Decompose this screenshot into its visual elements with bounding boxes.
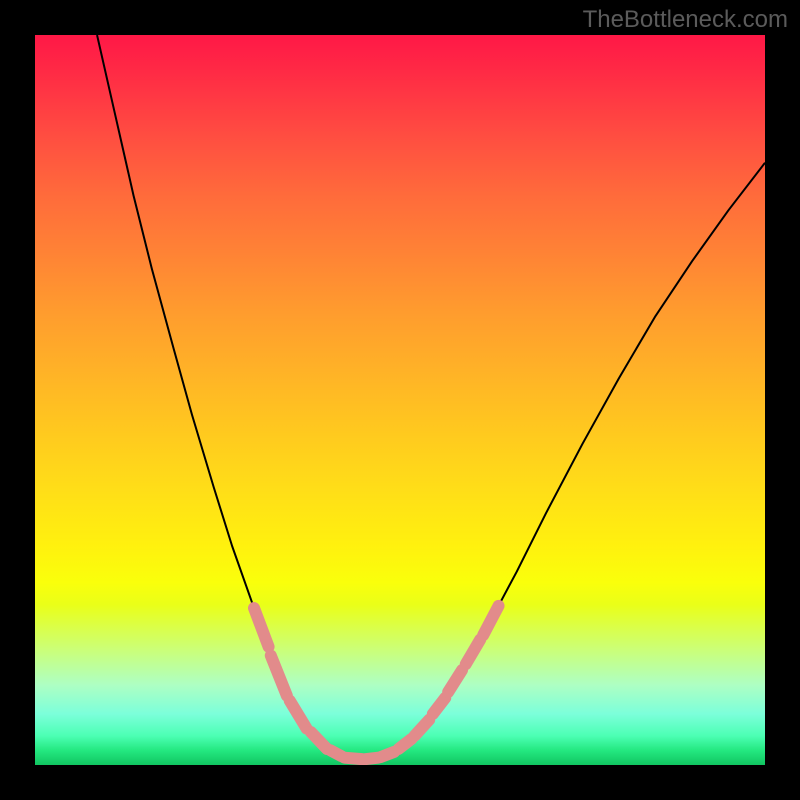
marker-segment [271,656,287,696]
marker-segment [290,701,307,729]
v-curve [97,35,765,759]
marker-segment [311,732,327,749]
plot-area [35,35,765,765]
markers-bottom [331,750,395,759]
chart-svg [35,35,765,765]
chart-container: TheBottleneck.com [0,0,800,800]
marker-segment [483,606,498,635]
marker-segment [433,698,445,714]
markers-right [399,606,499,749]
watermark-text: TheBottleneck.com [583,6,788,34]
marker-segment [466,639,481,664]
marker-segment [254,608,269,647]
marker-segment [415,720,430,736]
marker-segment [381,752,394,757]
marker-segment [399,739,412,749]
markers-left [254,608,327,749]
marker-segment [448,670,462,692]
